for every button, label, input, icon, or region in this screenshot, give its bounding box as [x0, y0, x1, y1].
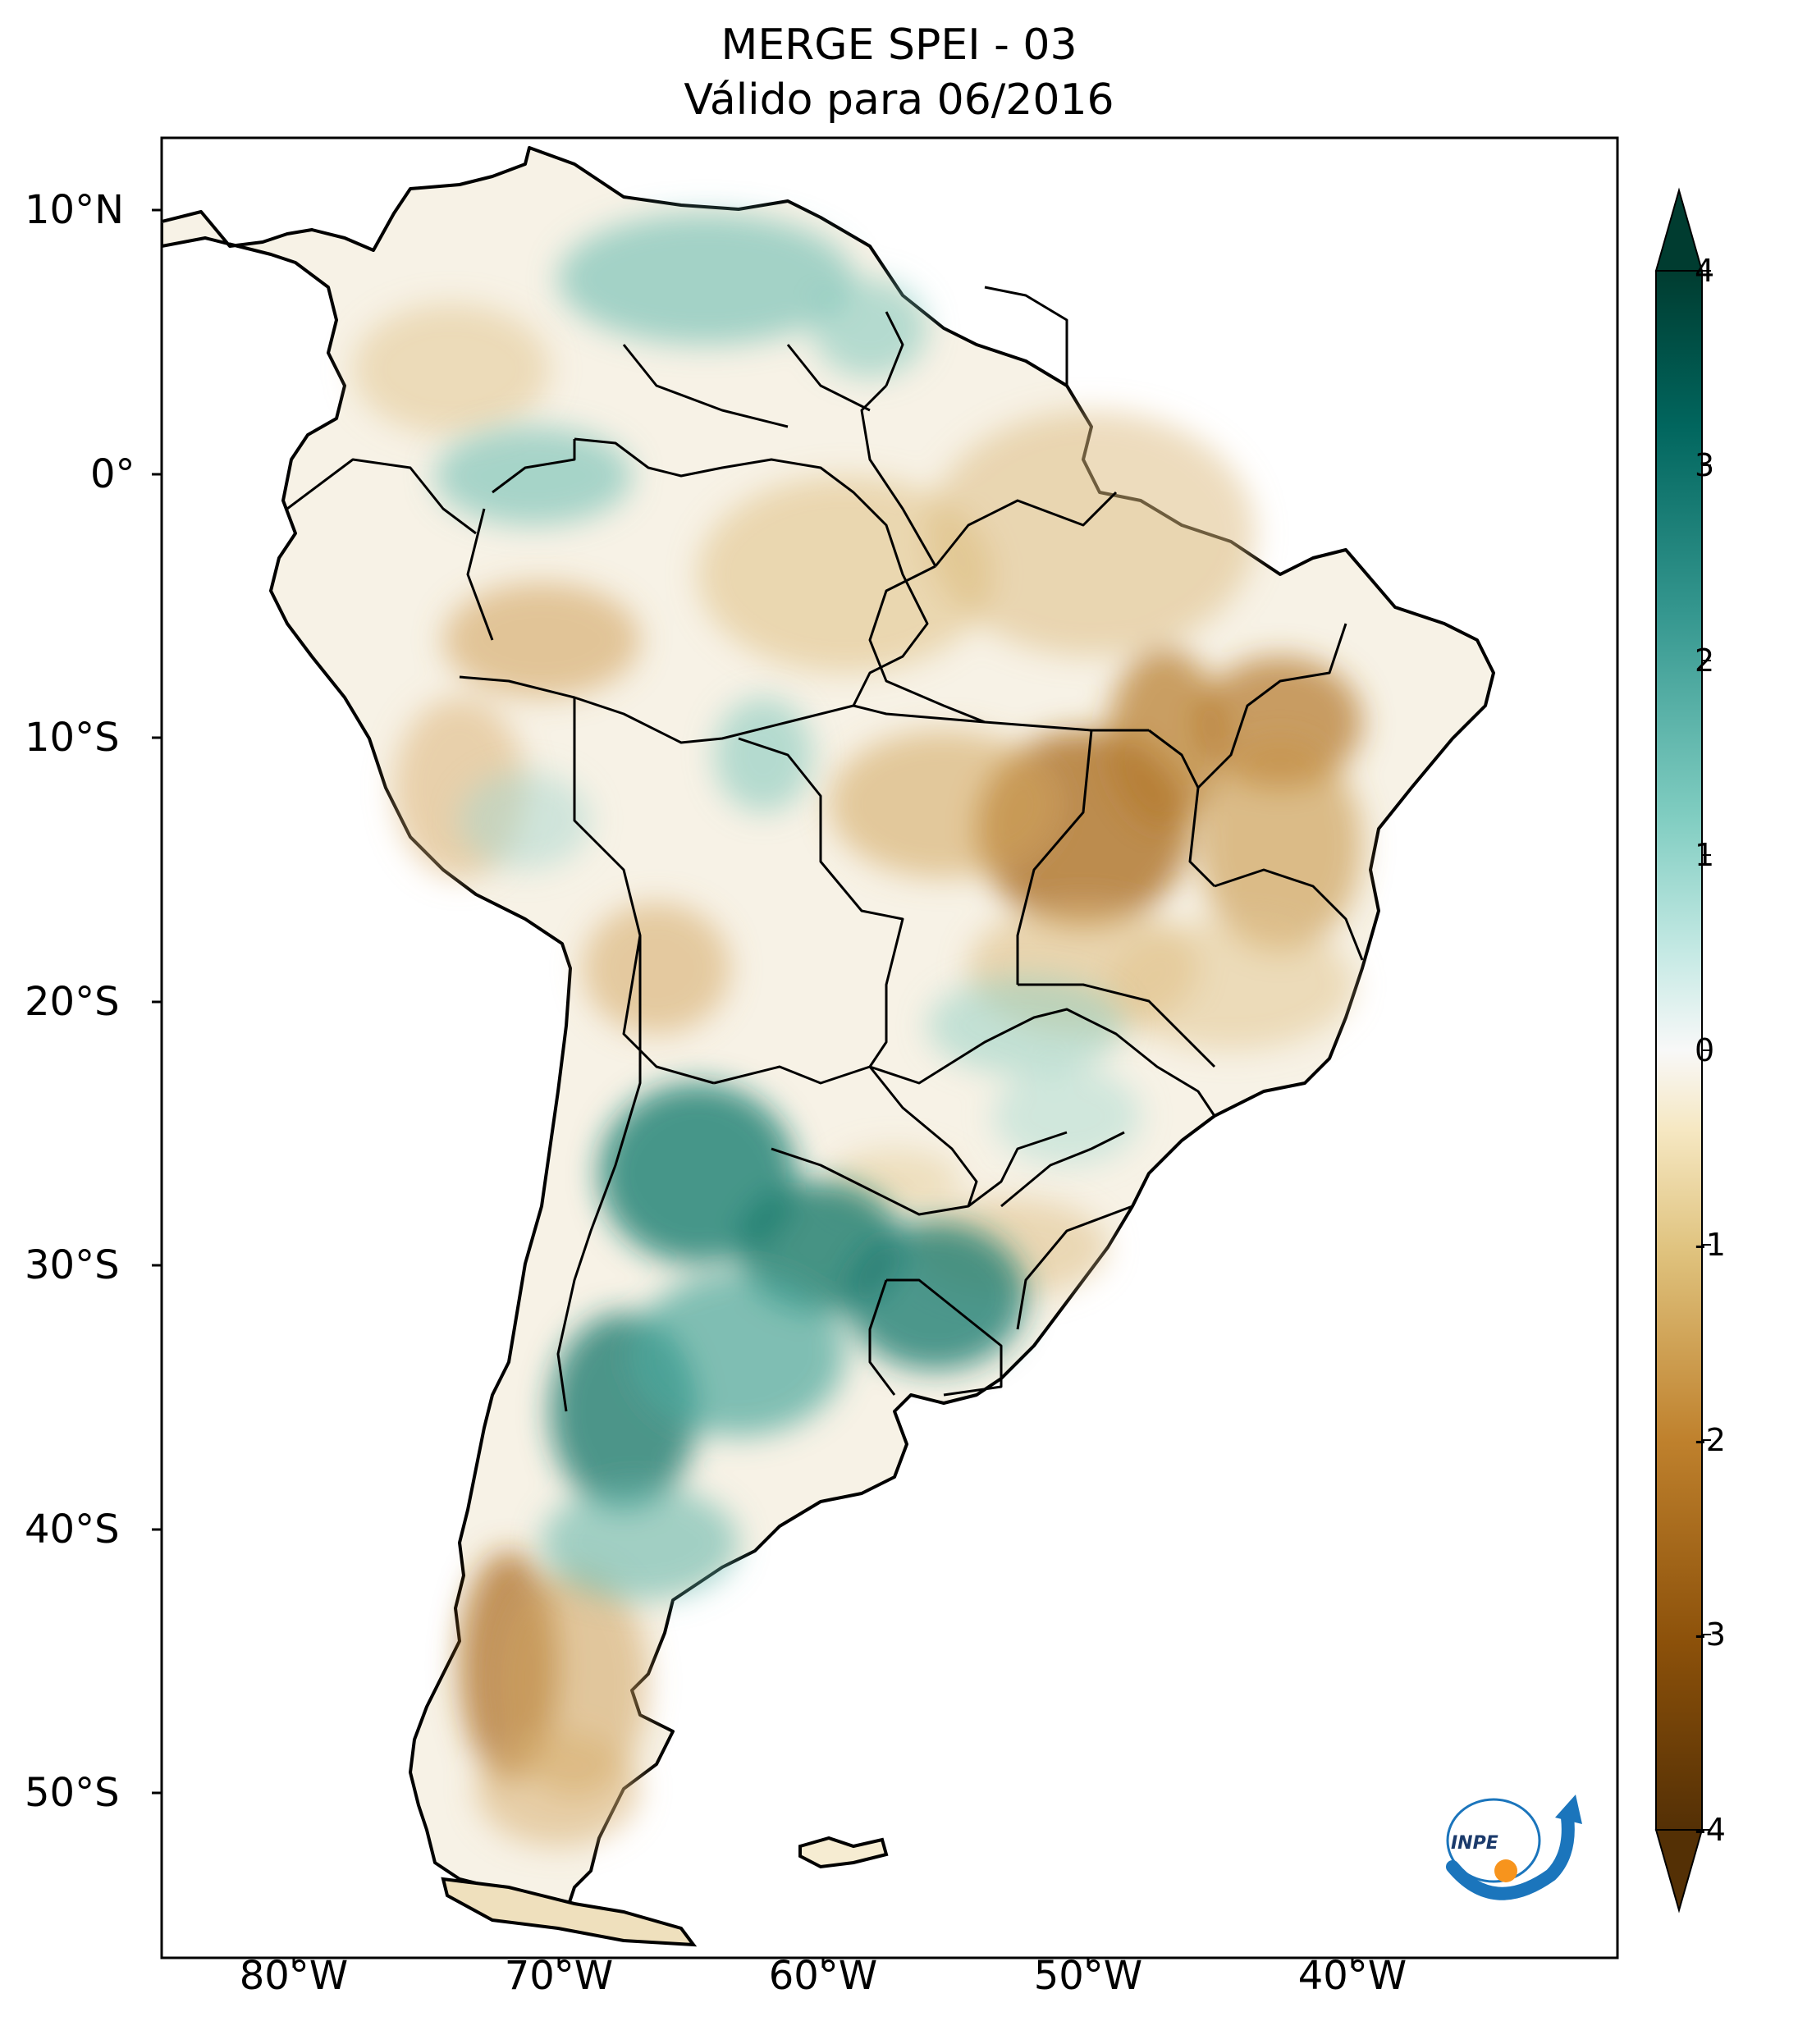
dry-anomalies	[353, 304, 1362, 1846]
colorbar-gradient	[1655, 270, 1703, 1831]
colorbar-label-minus1: -1	[1695, 1227, 1726, 1263]
lat-label-20s: 20°S	[25, 979, 120, 1025]
lat-label-40s: 40°S	[25, 1507, 120, 1552]
colorbar-label-4: 4	[1695, 253, 1715, 289]
lon-label-70w: 70°W	[504, 1953, 614, 1999]
chart-subtitle: Válido para 06/2016	[684, 75, 1114, 125]
colorbar-bottom-arrow	[1654, 1829, 1704, 1914]
wet-anomalies	[435, 213, 1141, 1600]
country-borders	[286, 286, 1364, 1412]
lat-label-50s: 50°S	[25, 1770, 120, 1816]
lat-label-0: 0°	[90, 451, 135, 497]
lat-label-10n: 10°N	[25, 187, 124, 233]
colorbar-label-0: 0	[1695, 1032, 1715, 1068]
lon-label-60w: 60°W	[768, 1953, 878, 1999]
falkland-islands	[798, 1836, 889, 1869]
colorbar	[1654, 187, 1711, 1914]
colorbar-label-minus4: -4	[1695, 1812, 1726, 1848]
lon-label-80w: 80°W	[239, 1953, 349, 1999]
lon-label-50w: 50°W	[1033, 1953, 1143, 1999]
lat-label-30s: 30°S	[25, 1242, 120, 1288]
inpe-logo: INPE	[1446, 1795, 1582, 1900]
lat-label-10s: 10°S	[25, 715, 120, 761]
colorbar-label-minus3: -3	[1695, 1616, 1726, 1653]
svg-text:INPE: INPE	[1451, 1833, 1498, 1854]
lon-label-40w: 40°W	[1297, 1953, 1407, 1999]
axis-ticks	[152, 208, 1354, 1968]
chart-title: MERGE SPEI - 03	[721, 21, 1077, 70]
colorbar-label-1: 1	[1695, 837, 1715, 873]
colorbar-label-3: 3	[1695, 447, 1715, 483]
tierra-del-fuego	[441, 1877, 698, 1947]
colorbar-label-2: 2	[1695, 642, 1715, 679]
colorbar-label-minus2: -2	[1695, 1422, 1726, 1458]
